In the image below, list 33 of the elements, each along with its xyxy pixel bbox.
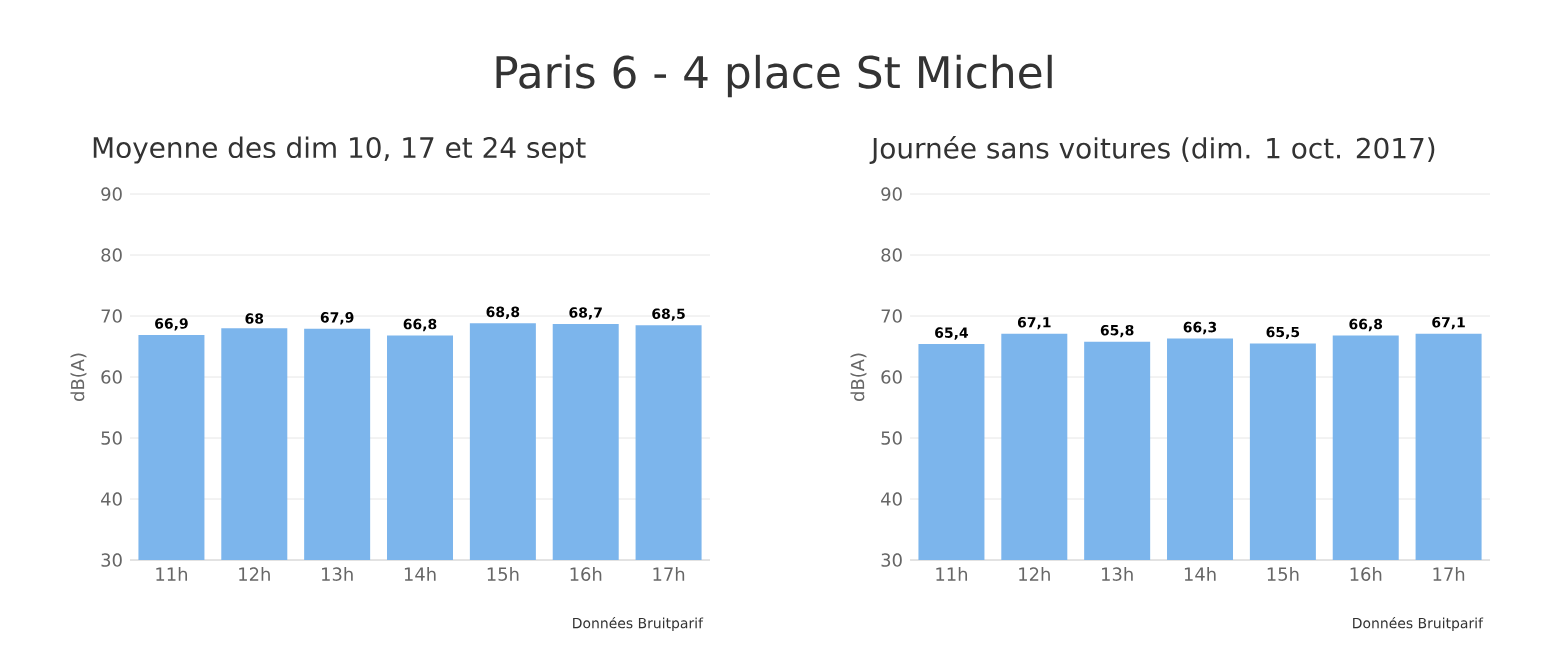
y-axis-title: dB(A) <box>850 353 867 401</box>
y-tick-label: 70 <box>881 309 902 323</box>
y-tick-label: 60 <box>881 370 902 384</box>
y-tick-label: 90 <box>101 187 122 201</box>
x-tick-label: 11h <box>156 567 187 581</box>
y-axis-title: dB(A) <box>70 353 87 401</box>
y-tick-label: 50 <box>101 431 122 445</box>
chart-title: Paris 6 - 4 place St Michel <box>496 54 1052 98</box>
y-tick-label: 40 <box>101 492 122 506</box>
y-tick-label: 80 <box>101 248 122 262</box>
x-tick-label: 12h <box>1019 567 1050 581</box>
y-tick-label: 90 <box>881 187 902 201</box>
x-tick-label: 17h <box>1433 567 1465 581</box>
y-tick-label: 60 <box>101 370 122 384</box>
x-tick-label: 15h <box>487 567 519 581</box>
chart-subtitle: Journée sans voitures (dim. 1 oct. 2017) <box>869 136 1435 164</box>
x-tick-label: 11h <box>936 567 968 581</box>
chart-subtitle: Moyenne des dim 10, 17 et 24 sept <box>93 136 586 164</box>
x-tick-label: 12h <box>239 567 270 581</box>
x-tick-label: 13h <box>322 567 353 581</box>
x-tick-label: 14h <box>1184 567 1216 581</box>
y-tick-label: 30 <box>101 553 122 567</box>
x-tick-label: 16h <box>1350 567 1382 581</box>
y-tick-label: 30 <box>881 553 902 567</box>
y-tick-label: 50 <box>881 431 902 445</box>
x-tick-label: 14h <box>404 567 436 581</box>
y-tick-label: 70 <box>101 309 122 323</box>
y-tick-label: 80 <box>881 248 902 262</box>
x-tick-label: 17h <box>653 567 685 581</box>
y-tick-label: 40 <box>881 492 902 506</box>
x-tick-label: 16h <box>570 567 602 581</box>
x-tick-label: 13h <box>1102 567 1133 581</box>
x-tick-label: 15h <box>1267 567 1299 581</box>
